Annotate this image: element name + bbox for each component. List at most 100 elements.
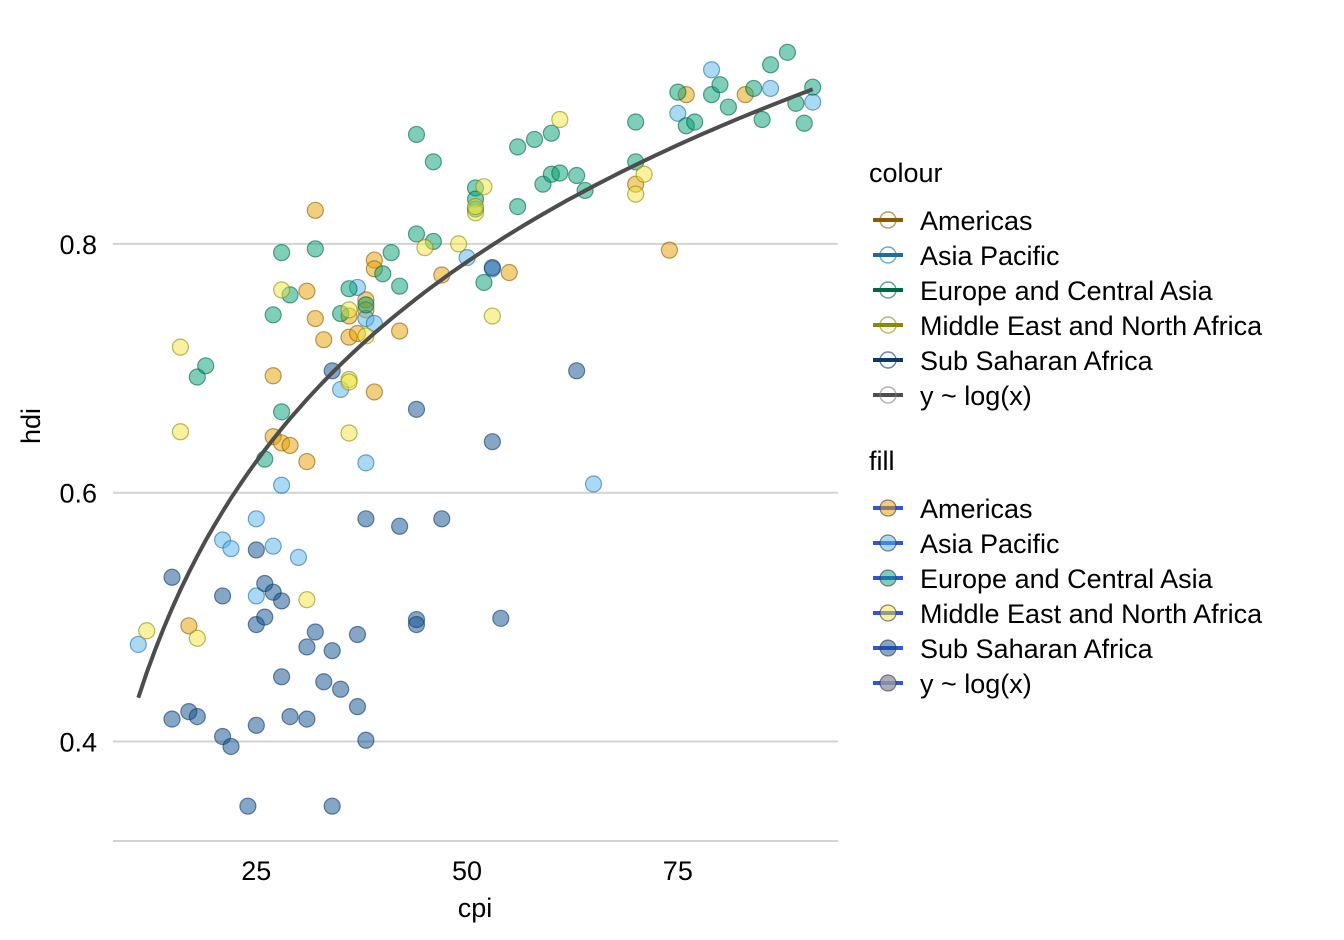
data-point <box>424 153 442 171</box>
data-point <box>281 436 299 455</box>
data-point <box>315 673 333 691</box>
fit-line-log <box>136 87 814 699</box>
gridlines <box>113 242 838 743</box>
legend-fill: fill Americas Asia Pacific Europe and Cent… <box>869 446 1263 699</box>
data-point <box>256 608 274 626</box>
data-point <box>171 338 190 356</box>
data-point <box>273 244 291 262</box>
data-point <box>391 322 409 340</box>
data-point <box>711 76 729 94</box>
data-point <box>298 710 316 728</box>
data-point <box>306 623 324 641</box>
data-point <box>264 306 282 324</box>
data-point <box>483 258 501 277</box>
data-point <box>273 281 291 299</box>
data-point <box>382 244 400 262</box>
data-point <box>407 225 426 243</box>
data-point <box>686 113 704 131</box>
data-point <box>306 240 324 258</box>
data-point <box>702 61 721 79</box>
legend-key-point <box>879 639 897 657</box>
data-point <box>188 708 206 726</box>
legend-key-point <box>879 604 897 622</box>
data-point <box>239 797 257 815</box>
data-point <box>298 282 316 300</box>
data-point <box>298 638 316 656</box>
data-point <box>213 587 232 605</box>
data-point <box>407 400 426 418</box>
data-point <box>298 452 316 471</box>
data-point <box>323 642 341 660</box>
data-point <box>551 164 569 182</box>
data-point <box>273 476 291 494</box>
data-point <box>761 56 780 74</box>
data-point <box>483 433 501 451</box>
data-point <box>247 541 265 559</box>
data-point <box>365 383 383 401</box>
data-point <box>584 475 603 493</box>
data-point <box>804 93 822 111</box>
data-point <box>525 130 544 149</box>
y-tick-label: 0.4 <box>59 727 97 757</box>
data-point <box>281 708 299 726</box>
data-point <box>509 197 527 216</box>
data-point <box>348 625 367 644</box>
data-point <box>298 591 316 609</box>
data-point <box>163 568 181 586</box>
data-point <box>660 241 678 259</box>
data-point <box>753 110 771 129</box>
data-point <box>357 296 375 314</box>
data-point <box>374 265 392 283</box>
data-point <box>795 114 813 132</box>
data-point <box>357 454 375 472</box>
data-point <box>635 165 653 183</box>
data-point <box>197 357 215 375</box>
data-point <box>407 125 426 144</box>
data-point <box>627 113 645 131</box>
data-point <box>492 609 510 627</box>
legend-key-point <box>879 569 897 587</box>
legend-fill-title: fill <box>869 446 895 476</box>
data-point <box>273 403 291 421</box>
legend-label: Asia Pacific <box>920 529 1060 559</box>
data-point <box>669 104 687 122</box>
data-point <box>340 301 358 319</box>
data-point <box>264 537 282 555</box>
data-point <box>222 540 240 558</box>
legend-label: Europe and Central Asia <box>920 276 1214 306</box>
data-point <box>761 79 780 98</box>
data-point <box>247 510 265 528</box>
data-point <box>542 124 560 142</box>
data-point <box>180 617 198 635</box>
legend-key-point <box>879 246 897 264</box>
data-point <box>475 178 493 196</box>
data-point <box>433 510 451 528</box>
data-point <box>568 362 586 380</box>
data-point <box>407 615 426 634</box>
legend-label: Middle East and North Africa <box>920 311 1263 341</box>
data-point <box>483 307 501 325</box>
data-point <box>138 622 156 640</box>
data-point <box>340 373 358 391</box>
data-point <box>306 309 324 328</box>
data-point <box>391 517 409 535</box>
legend-label: Americas <box>920 494 1033 524</box>
data-point <box>466 197 485 216</box>
data-point <box>568 166 586 185</box>
data-point <box>340 424 358 442</box>
data-point <box>551 110 569 129</box>
data-point <box>627 185 645 203</box>
data-point <box>778 43 797 61</box>
x-tick-label: 25 <box>241 856 271 886</box>
legend-label: Europe and Central Asia <box>920 564 1214 594</box>
legend-key-point <box>879 211 897 229</box>
data-point <box>264 367 282 385</box>
legend-label: y ~ log(x) <box>920 381 1032 411</box>
y-tick-labels: 0.4 0.6 0.8 <box>59 230 97 758</box>
y-axis-title: hdi <box>16 408 46 444</box>
legend-label: Americas <box>920 206 1033 236</box>
data-point <box>188 629 206 647</box>
legend-colour: colour Americas Asia Pacific Europe and Ce… <box>869 158 1263 411</box>
data-point <box>163 710 181 728</box>
